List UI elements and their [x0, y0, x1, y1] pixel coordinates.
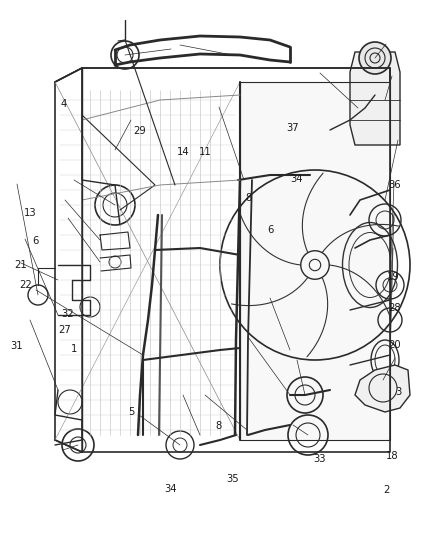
Polygon shape [240, 82, 390, 440]
Text: 28: 28 [388, 303, 400, 313]
Text: 32: 32 [62, 310, 74, 319]
Text: 35: 35 [226, 474, 238, 483]
Circle shape [359, 42, 391, 74]
Text: 19: 19 [387, 272, 400, 282]
Text: 8: 8 [246, 193, 252, 203]
Text: 8: 8 [216, 422, 222, 431]
Text: 11: 11 [198, 147, 212, 157]
Text: 34: 34 [165, 484, 177, 494]
Text: 31: 31 [11, 342, 23, 351]
Text: 6: 6 [268, 225, 274, 235]
Polygon shape [115, 36, 290, 65]
Text: 13: 13 [24, 208, 36, 218]
Text: 27: 27 [58, 326, 71, 335]
Text: 3: 3 [396, 387, 402, 397]
Text: 4: 4 [60, 99, 67, 109]
Text: 36: 36 [389, 181, 401, 190]
Text: 20: 20 [388, 341, 400, 350]
Text: 1: 1 [71, 344, 78, 354]
Text: 21: 21 [14, 261, 28, 270]
Text: 2: 2 [383, 486, 389, 495]
Text: 33: 33 [314, 455, 326, 464]
Text: 22: 22 [19, 280, 32, 290]
Text: 5: 5 [128, 407, 134, 417]
Polygon shape [355, 365, 410, 412]
Text: 18: 18 [386, 451, 398, 461]
Text: 34: 34 [291, 174, 303, 183]
Polygon shape [350, 52, 400, 145]
Text: 14: 14 [177, 147, 189, 157]
Text: 29: 29 [133, 126, 146, 135]
Text: 6: 6 [33, 236, 39, 246]
Text: 37: 37 [286, 123, 299, 133]
